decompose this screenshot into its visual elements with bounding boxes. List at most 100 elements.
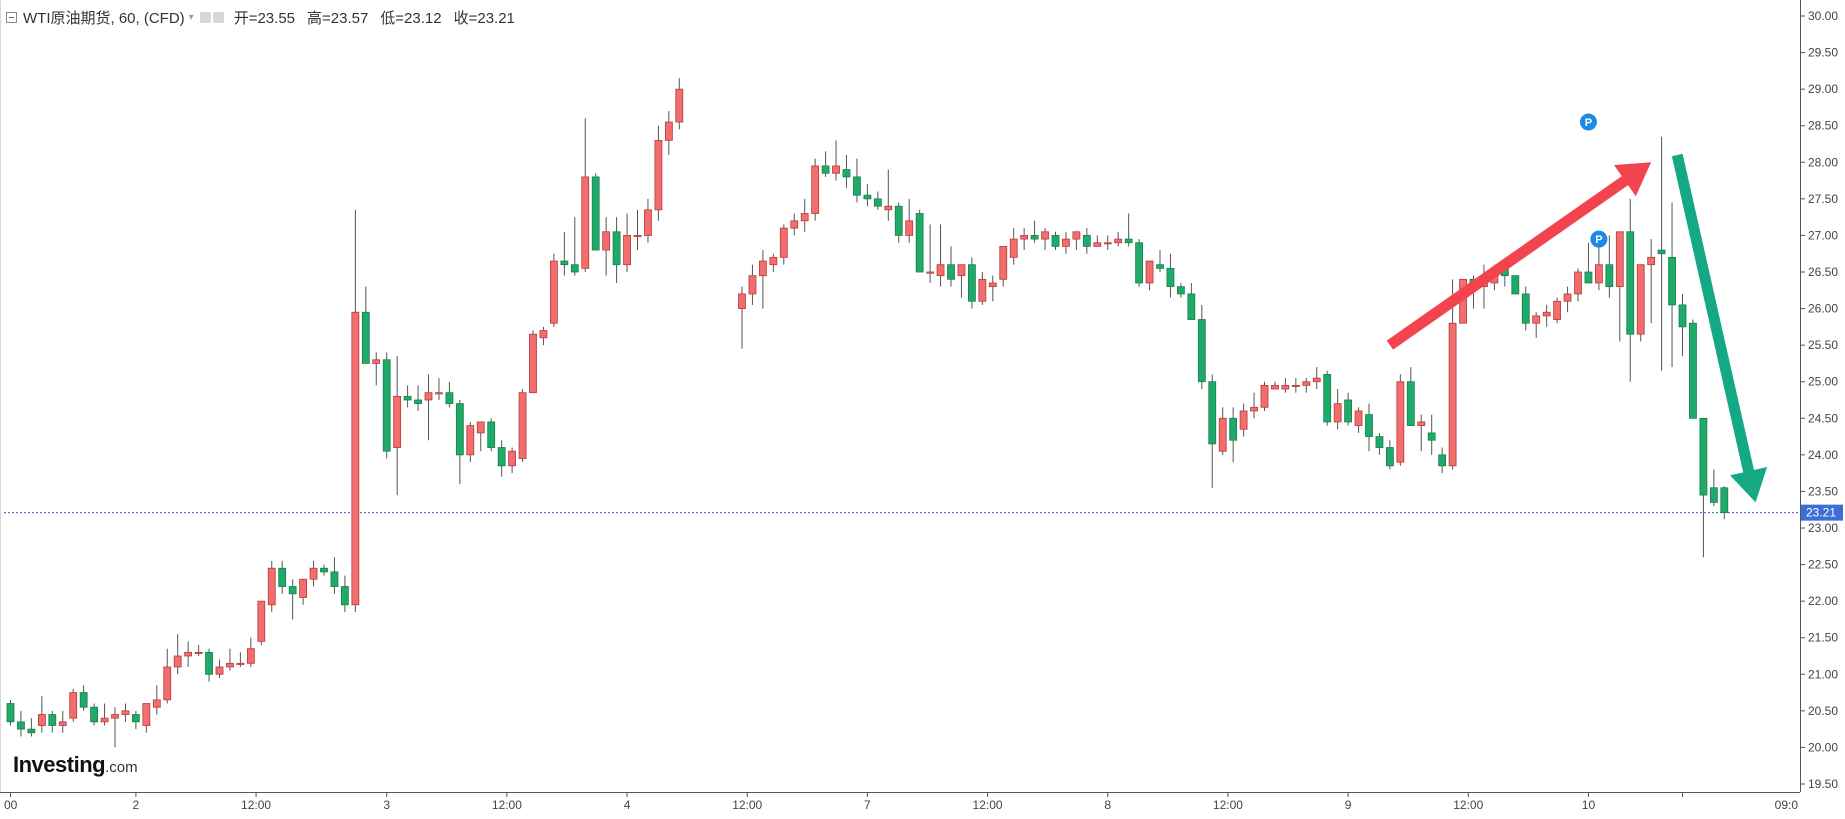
candle-body-up	[779, 227, 788, 258]
candle-body-down	[1406, 381, 1415, 427]
price-tick-label: 26.00	[1808, 302, 1838, 316]
candle	[320, 564, 328, 576]
candle	[968, 257, 976, 309]
candle	[1103, 235, 1112, 251]
candle-body-up	[988, 282, 997, 288]
candle	[1574, 268, 1582, 302]
candle	[1647, 239, 1656, 324]
candle-body-down	[340, 586, 349, 606]
candle	[570, 217, 579, 276]
candle-body-down	[1208, 381, 1217, 445]
candle	[1448, 279, 1457, 470]
candle	[487, 418, 496, 452]
candle	[361, 286, 370, 364]
price-tick-label: 24.50	[1808, 411, 1838, 425]
candle-body-up	[1020, 235, 1029, 240]
candle	[1197, 304, 1206, 390]
candle-body-up	[832, 165, 840, 174]
candle	[811, 158, 820, 221]
candle-body-up	[529, 333, 537, 394]
price-tick-label: 27.50	[1808, 192, 1838, 206]
candle	[1114, 231, 1123, 247]
candle-body-down	[414, 399, 422, 405]
candle-body-up	[1636, 264, 1645, 335]
candle-body-up	[1072, 231, 1081, 240]
candle-body-up	[654, 139, 663, 211]
candle-body-up	[1532, 315, 1541, 324]
candle	[915, 209, 924, 273]
candle	[1615, 231, 1624, 342]
brand-suffix: .com	[105, 759, 138, 776]
candle-body-down	[1709, 487, 1718, 503]
open-value: 开=23.55	[233, 9, 295, 27]
candle	[455, 400, 464, 485]
visibility-icon[interactable]	[212, 11, 224, 23]
candle	[853, 158, 861, 203]
candle	[905, 198, 914, 243]
candle-body-down	[570, 264, 579, 273]
time-tick-label: 2	[133, 798, 140, 812]
candle-body-down	[612, 231, 621, 266]
marker-label: P	[1585, 117, 1592, 129]
candle-body-up	[1114, 238, 1123, 244]
low-value: 低=23.12	[380, 9, 442, 27]
candle-body-up	[759, 260, 767, 277]
candle	[1532, 312, 1541, 338]
candle-body-up	[476, 421, 485, 434]
candle-body-up	[1302, 381, 1311, 386]
candle-body-up	[1553, 300, 1561, 320]
symbol-label[interactable]: WTI原油期货, 60, (CFD)	[23, 9, 185, 27]
candle	[738, 286, 746, 349]
candle	[1072, 231, 1081, 251]
candle	[90, 703, 98, 726]
price-axis: 30.00 29.50 29.00 28.50 28.00 27.50 27.00 26.50…	[1800, 0, 1845, 814]
candle-body-up	[163, 666, 172, 701]
candle	[654, 125, 663, 221]
annotations-layer: PP	[1386, 113, 1768, 503]
candle-body-up	[1062, 238, 1070, 247]
chevron-down-icon[interactable]: ▾	[188, 11, 194, 23]
time-tick-label: 7	[864, 798, 871, 812]
time-axis-bg	[0, 792, 1845, 814]
candle-body-up	[518, 392, 527, 459]
candle-body-up	[226, 662, 234, 668]
candle-body-down	[1438, 454, 1447, 467]
candle	[382, 352, 391, 459]
candle-body-up	[1239, 410, 1248, 430]
candle	[1375, 432, 1384, 455]
collapse-icon[interactable]	[6, 11, 17, 23]
candle	[936, 224, 945, 287]
price-tick-label: 23.00	[1808, 521, 1838, 535]
candle-body-up	[121, 710, 130, 715]
candle	[1030, 220, 1039, 243]
candle	[403, 385, 412, 408]
candle-body-down	[278, 567, 287, 587]
settings-icon[interactable]	[199, 11, 211, 23]
price-tick-label: 27.00	[1808, 228, 1838, 242]
candle-body-up	[424, 392, 433, 401]
time-tick-label: 12:00	[492, 798, 522, 812]
candle-body-down	[497, 447, 506, 467]
candle-body-down	[1187, 293, 1196, 320]
candle-body-up	[1103, 242, 1112, 245]
candle-body-up	[999, 245, 1008, 280]
candle-body-down	[1323, 373, 1332, 423]
candle-body-up	[372, 359, 381, 364]
time-tick-label: 8	[1104, 798, 1111, 812]
candle-body-up	[1396, 381, 1405, 463]
candle-body-down	[131, 714, 140, 723]
candle-body-down	[1375, 436, 1384, 448]
candle-body-down	[842, 169, 851, 178]
candle	[1082, 228, 1091, 254]
candle-body-down	[382, 359, 391, 452]
candle	[435, 378, 443, 400]
price-tick-label: 23.50	[1808, 484, 1838, 498]
time-tick-label: 09:0	[1775, 798, 1799, 812]
candle-body-up	[644, 209, 652, 236]
candle	[1542, 304, 1551, 327]
candle-body-down	[1135, 242, 1143, 284]
candle-body-down	[330, 571, 339, 587]
legend-controls[interactable]	[199, 11, 224, 23]
